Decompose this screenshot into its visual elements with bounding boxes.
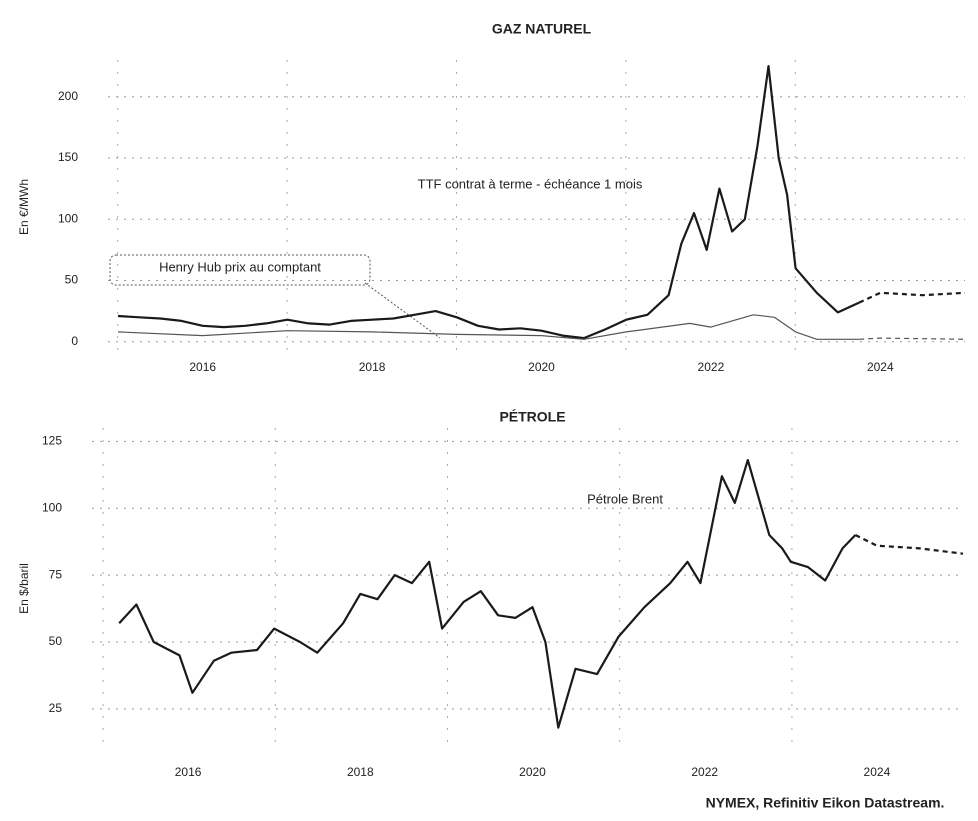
series-label: Henry Hub prix au comptant [159,259,321,274]
x-tick-label: 2016 [189,360,216,374]
forecast-line [859,337,966,340]
x-tick-label: 2020 [519,765,546,779]
line [118,459,857,729]
line [117,65,860,340]
y-tick-label: 75 [49,567,63,581]
y-tick-label: 125 [42,434,62,448]
x-tick-label: 2024 [864,765,891,779]
y-tick-label: 50 [65,273,79,287]
x-tick-label: 2020 [528,360,555,374]
x-tick-label: 2024 [867,360,894,374]
series-label: Pétrole Brent [587,491,663,506]
leader-line [364,282,441,339]
x-tick-label: 2016 [175,765,202,779]
forecast-line [854,534,964,555]
chart-title: GAZ NATUREL [492,21,592,37]
line [117,314,860,340]
y-tick-label: 50 [49,634,63,648]
source: NYMEX, Refinitiv Eikon Datastream. [706,795,945,811]
x-tick-label: 2022 [691,765,718,779]
y-tick-label: 100 [58,211,78,225]
y-tick-label: 0 [71,334,78,348]
chart-title: PÉTROLE [499,409,565,425]
y-tick-label: 150 [58,150,78,164]
forecast-line [858,291,966,304]
y-tick-label: 100 [42,500,62,514]
y-tick-label: 200 [58,89,78,103]
x-tick-label: 2018 [347,765,374,779]
x-tick-label: 2022 [698,360,725,374]
y-axis-label: En €/MWh [17,179,31,235]
x-tick-label: 2018 [359,360,386,374]
annotation-box [109,254,371,286]
y-axis-label: En $/baril [17,563,31,614]
y-tick-label: 25 [49,701,63,715]
series-label: TTF contrat à terme - échéance 1 mois [418,176,643,191]
